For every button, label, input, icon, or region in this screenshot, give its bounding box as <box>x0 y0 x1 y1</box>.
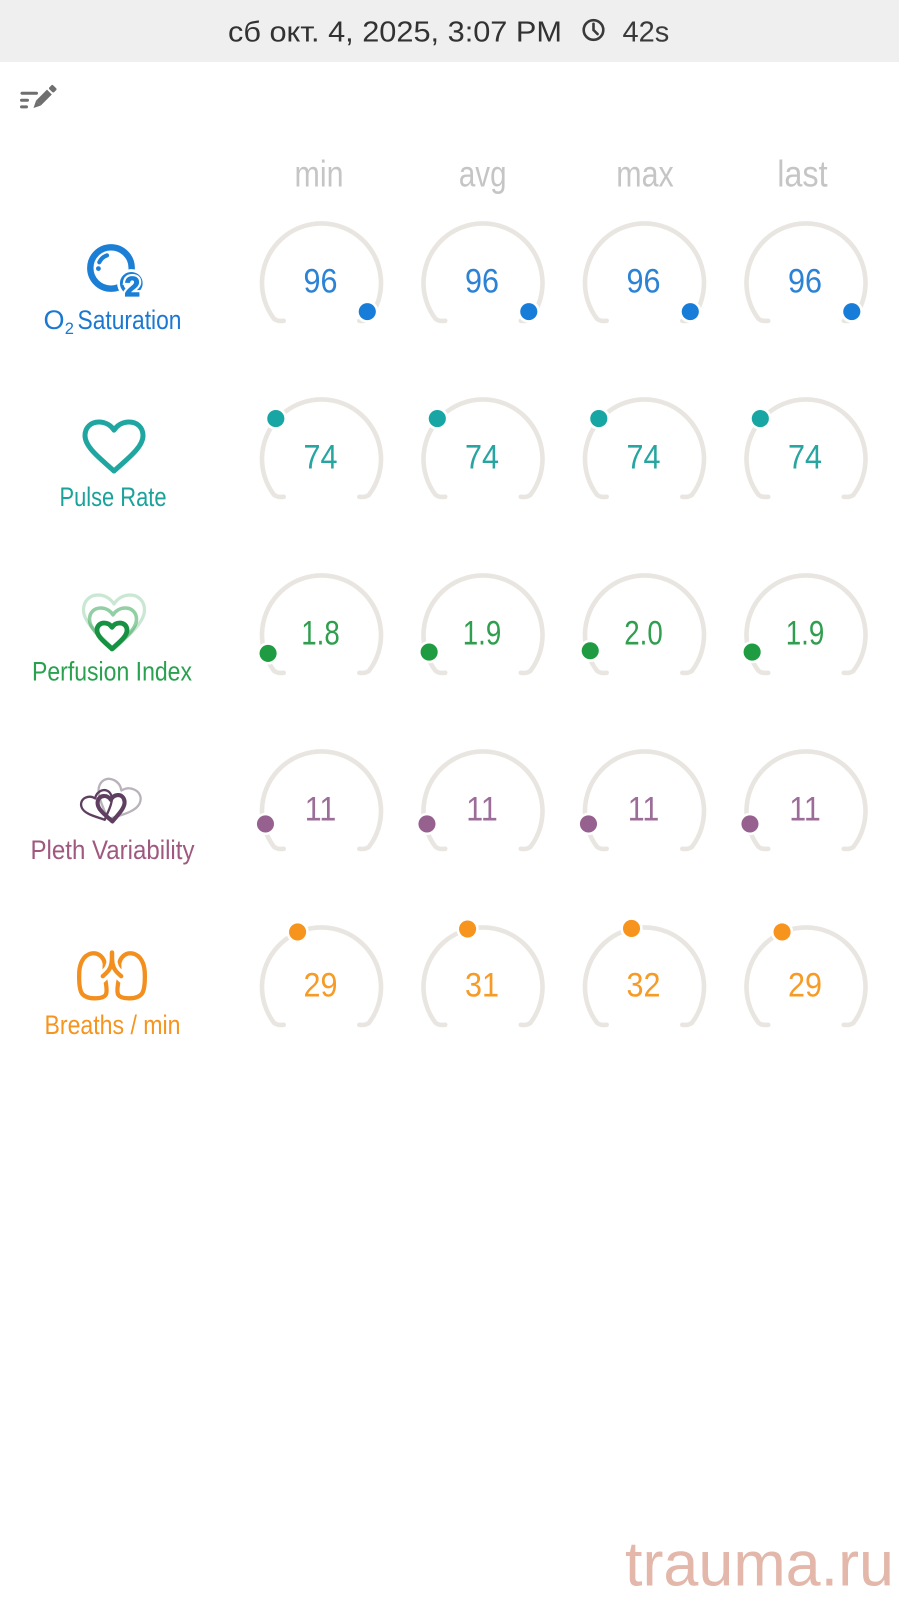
svg-text:96: 96 <box>304 262 338 300</box>
svg-text:Breaths / min: Breaths / min <box>45 1010 181 1040</box>
svg-text:1.9: 1.9 <box>786 614 825 652</box>
svg-text:Pulse Rate: Pulse Rate <box>60 482 167 512</box>
svg-text:O: O <box>44 305 65 335</box>
svg-text:avg: avg <box>459 153 507 194</box>
svg-text:11: 11 <box>305 790 337 828</box>
svg-text:74: 74 <box>465 438 499 476</box>
svg-text:96: 96 <box>465 262 499 300</box>
svg-text:1.9: 1.9 <box>463 614 502 652</box>
svg-text:29: 29 <box>788 966 822 1004</box>
svg-text:74: 74 <box>627 438 661 476</box>
svg-text:42s: 42s <box>623 17 670 49</box>
svg-text:31: 31 <box>465 966 499 1004</box>
svg-text:сб окт. 4, 2025, 3:07 PM: сб окт. 4, 2025, 3:07 PM <box>228 17 562 49</box>
svg-text:11: 11 <box>466 790 498 828</box>
svg-text:11: 11 <box>628 790 660 828</box>
svg-text:Perfusion Index: Perfusion Index <box>32 657 192 687</box>
svg-text:2: 2 <box>125 271 140 302</box>
svg-text:trauma.ru: trauma.ru <box>625 1530 894 1600</box>
svg-text:96: 96 <box>627 262 661 300</box>
svg-text:2: 2 <box>125 271 140 302</box>
svg-text:29: 29 <box>304 966 338 1004</box>
svg-text:74: 74 <box>788 438 822 476</box>
svg-text:max: max <box>616 153 674 194</box>
svg-text:2: 2 <box>65 320 74 338</box>
svg-text:74: 74 <box>304 438 338 476</box>
svg-text:last: last <box>777 153 828 194</box>
svg-text:32: 32 <box>627 966 661 1004</box>
svg-text:Pleth Variability: Pleth Variability <box>31 835 195 865</box>
svg-text:min: min <box>295 153 344 194</box>
svg-text:11: 11 <box>789 790 821 828</box>
svg-text:2.0: 2.0 <box>624 614 663 652</box>
svg-text:1.8: 1.8 <box>301 614 340 652</box>
svg-text:Saturation: Saturation <box>78 305 182 335</box>
svg-text:96: 96 <box>788 262 822 300</box>
